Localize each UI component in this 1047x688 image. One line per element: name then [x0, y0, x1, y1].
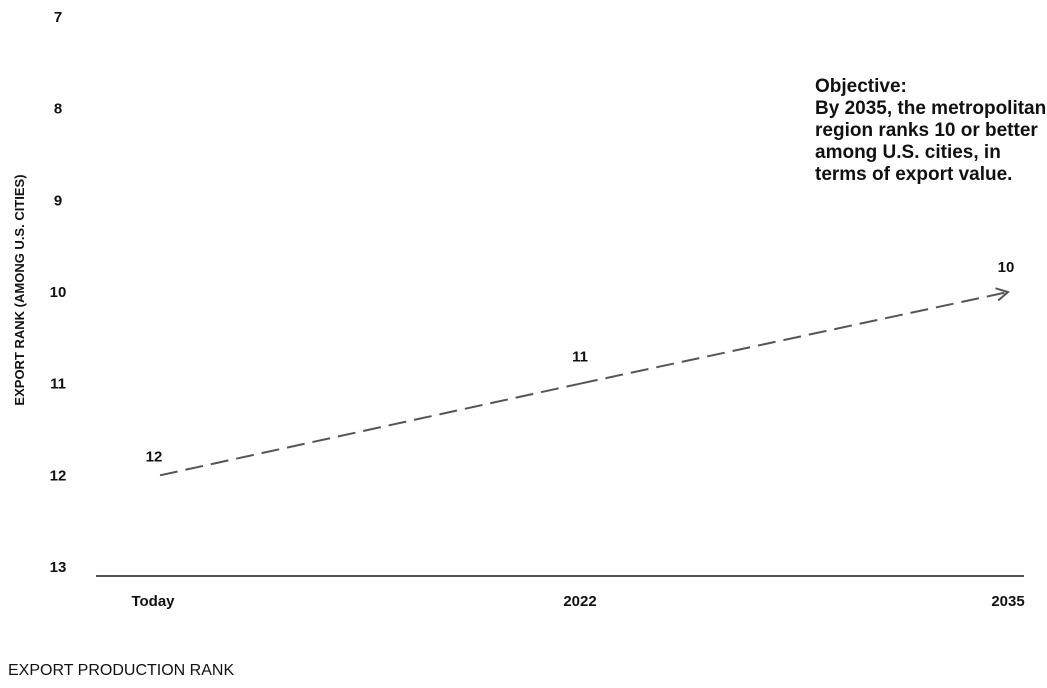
series-line-segment — [579, 291, 1009, 385]
y-tick-label: 7 — [54, 9, 62, 26]
y-tick-label: 12 — [50, 467, 67, 484]
y-tick-label: 13 — [50, 559, 67, 576]
series-arrowhead — [995, 287, 1011, 302]
data-label: 11 — [572, 349, 588, 366]
x-tick-label: 2022 — [563, 593, 596, 610]
series-line-segment — [159, 382, 581, 477]
x-axis-ticks: Today 2022 2035 — [131, 593, 1024, 610]
objective-heading: Objective: — [815, 76, 907, 97]
y-tick-label: 11 — [50, 376, 66, 393]
objective-annotation: Objective: By 2035, the metropolitan reg… — [815, 76, 1047, 186]
y-tick-label: 9 — [54, 192, 62, 209]
x-tick-label: Today — [131, 593, 175, 610]
y-axis-label: EXPORT RANK (AMONG U.S. CITIES) — [12, 174, 27, 405]
data-series — [159, 287, 1011, 477]
data-label: 12 — [146, 448, 163, 465]
footer-label: EXPORT PRODUCTION RANK — [8, 662, 235, 679]
y-tick-label: 10 — [50, 284, 67, 301]
x-tick-label: 2035 — [991, 593, 1024, 610]
y-axis-ticks: 7 8 9 10 11 12 13 — [50, 9, 67, 576]
data-label: 10 — [998, 259, 1015, 276]
objective-text: By 2035, the metropolitan region ranks 1… — [815, 98, 1047, 185]
data-labels: 12 11 10 — [146, 259, 1015, 465]
y-tick-label: 8 — [54, 101, 62, 118]
